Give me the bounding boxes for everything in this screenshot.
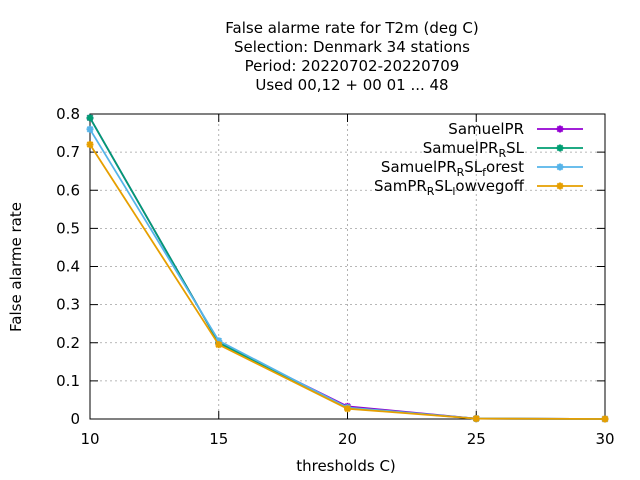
chart-title: False alarme rate for T2m (deg C) Select… (225, 19, 478, 94)
x-tick-label: 15 (209, 430, 228, 448)
series-line (89, 117, 606, 420)
data-point (556, 182, 564, 190)
legend-label: SamuelPRRSL (423, 139, 525, 160)
data-point (556, 163, 564, 171)
x-tick-label: 30 (595, 430, 614, 448)
x-tick-label: 10 (80, 430, 99, 448)
axis-ticks: 0 0.1 0.2 0.3 0.4 0.5 0.6 0.7 0.8 10 15 20 25 30 (56, 105, 614, 448)
y-tick-label: 0 (70, 410, 80, 428)
legend-label: SamPRRSLlowvegoff (374, 177, 525, 198)
y-tick-label: 0.3 (56, 296, 80, 314)
y-tick-label: 0.7 (56, 143, 80, 161)
legend: SamuelPRSamuelPRRSLSamuelPRRSLforestSamP… (374, 120, 583, 198)
x-tick-label: 25 (467, 430, 486, 448)
x-tick-label: 20 (338, 430, 357, 448)
data-point (601, 415, 609, 423)
data-point (215, 337, 223, 345)
data-point (215, 341, 223, 349)
title-line-3: Period: 20220702-20220709 (245, 57, 460, 75)
x-axis-label: thresholds C) (296, 457, 396, 475)
series-lines (86, 114, 609, 423)
y-tick-label: 0.6 (56, 181, 80, 199)
legend-label: SamuelPRRSLforest (381, 158, 524, 179)
y-tick-label: 0.1 (56, 372, 80, 390)
data-point (556, 125, 564, 133)
data-point (472, 415, 480, 423)
y-tick-label: 0.8 (56, 105, 80, 123)
data-point (344, 405, 351, 413)
legend-label: SamuelPR (448, 120, 524, 138)
grid-lines (90, 114, 605, 419)
y-axis-label: False alarme rate (7, 202, 25, 332)
data-point (86, 125, 94, 133)
data-point (556, 144, 564, 152)
title-line-2: Selection: Denmark 34 stations (234, 38, 470, 56)
series-line (89, 117, 606, 420)
title-line-4: Used 00,12 + 00 01 ... 48 (255, 76, 448, 94)
y-tick-label: 0.4 (56, 258, 80, 276)
data-point (86, 141, 94, 148)
title-line-1: False alarme rate for T2m (deg C) (225, 19, 478, 37)
y-tick-label: 0.5 (56, 219, 80, 237)
y-tick-label: 0.2 (56, 334, 80, 352)
data-point (86, 114, 94, 122)
